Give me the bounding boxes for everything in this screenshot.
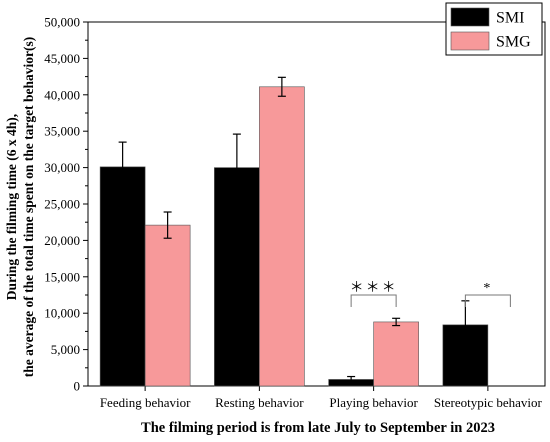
x-axis-label: The filming period is from late July to …: [141, 420, 495, 436]
significance-bracket: [350, 294, 397, 307]
x-tick-label: Stereotypic behavior: [434, 395, 543, 410]
x-tick-label: Playing behavior: [329, 395, 418, 410]
legend-label-smi: SMI: [496, 10, 524, 27]
significance-label: *: [483, 281, 492, 296]
legend-swatch-smg: [450, 31, 490, 51]
error-bars: [118, 76, 470, 383]
y-tick-label: 35,000: [44, 124, 80, 139]
bar-smi-1: [214, 167, 260, 387]
y-tick-label: 10,000: [44, 306, 80, 321]
y-tick-label: 0: [74, 379, 81, 394]
y-tick-label: 50,000: [44, 15, 80, 30]
y-tick-label: 15,000: [44, 269, 80, 284]
bar-smg-0: [144, 224, 191, 387]
bar-smg-1: [259, 86, 305, 387]
x-tick-label: Resting behavior: [215, 395, 304, 410]
significance-bracket: [464, 294, 511, 307]
bar-smi-0: [99, 166, 146, 387]
y-tick-label: 30,000: [44, 160, 80, 175]
legend-swatch-smi: [450, 7, 490, 27]
legend-label-smg: SMG: [496, 34, 531, 51]
x-tick-label: Feeding behavior: [100, 395, 191, 410]
significance-label: ＊＊＊: [350, 281, 398, 296]
y-tick-label: 25,000: [44, 197, 80, 212]
bars: [99, 86, 489, 387]
y-axis: 0 5,000 10,000 15,000 20,000 25,000 30,000 35,0…: [44, 15, 88, 394]
legend: SMI SMG: [445, 2, 543, 56]
y-tick-label: 20,000: [44, 233, 80, 248]
y-tick-label: 45,000: [44, 51, 80, 66]
significance-markers: ＊＊＊ *: [350, 281, 511, 307]
y-tick-label: 40,000: [44, 87, 80, 102]
y-tick-label: 5,000: [51, 342, 80, 357]
x-axis: Feeding behavior Resting behavior Playing …: [100, 386, 543, 410]
y-axis-label-line-1: During the filming time (6 x 4h),: [4, 114, 19, 300]
y-axis-label-line-2: the average of the total time spent on t…: [21, 37, 36, 377]
bar-smg-2: [373, 321, 419, 387]
